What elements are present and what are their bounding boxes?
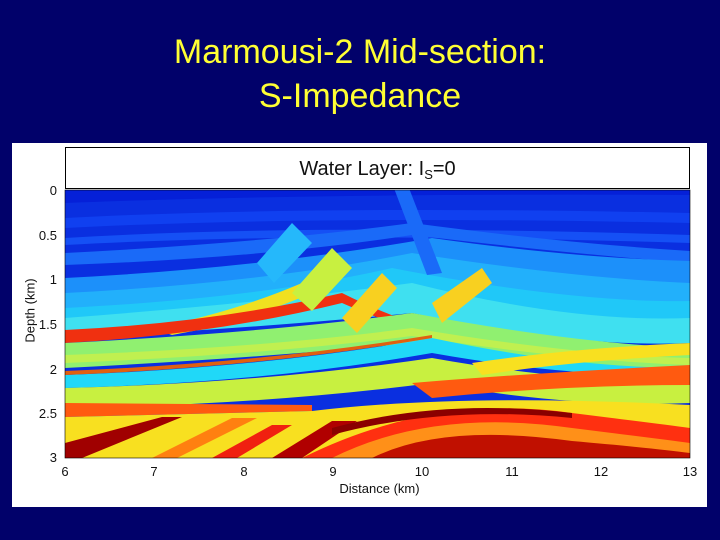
annotation-prefix: Water Layer: I — [299, 158, 425, 180]
xtick-13: 13 — [682, 464, 698, 479]
annotation-subscript: S — [424, 167, 433, 182]
xtick-8: 8 — [240, 464, 248, 479]
ytick-2: 2 — [49, 362, 57, 377]
x-axis-label: Distance (km) — [339, 481, 420, 496]
title-line-2: S-Impedance — [258, 77, 462, 115]
xtick-10: 10 — [414, 464, 430, 479]
ytick-1.5: 1.5 — [38, 317, 57, 332]
ytick-3: 3 — [49, 450, 57, 465]
y-axis-label: Depth (km) — [22, 278, 38, 343]
xtick-6: 6 — [61, 464, 69, 479]
xtick-11: 11 — [505, 464, 519, 479]
figure-panel: Water Layer: IS=0 0 0.5 1 1.5 2 2.5 3 De… — [12, 143, 707, 507]
xtick-9: 9 — [329, 464, 337, 479]
water-layer-label: Water Layer: IS=0 — [66, 158, 689, 182]
water-layer-annotation: Water Layer: IS=0 — [65, 147, 690, 189]
xtick-7: 7 — [150, 464, 158, 479]
title-line-1: Marmousi-2 Mid-section: — [173, 33, 547, 71]
ytick-0.5: 0.5 — [38, 228, 57, 243]
ytick-0: 0 — [49, 183, 57, 198]
annotation-suffix: =0 — [432, 158, 456, 180]
seismic-section-image — [64, 189, 691, 459]
slide-title: Marmousi-2 Mid-section: S-Impedance — [0, 30, 720, 118]
xtick-12: 12 — [593, 464, 609, 479]
ytick-2.5: 2.5 — [38, 406, 57, 421]
ytick-1: 1 — [49, 272, 57, 287]
